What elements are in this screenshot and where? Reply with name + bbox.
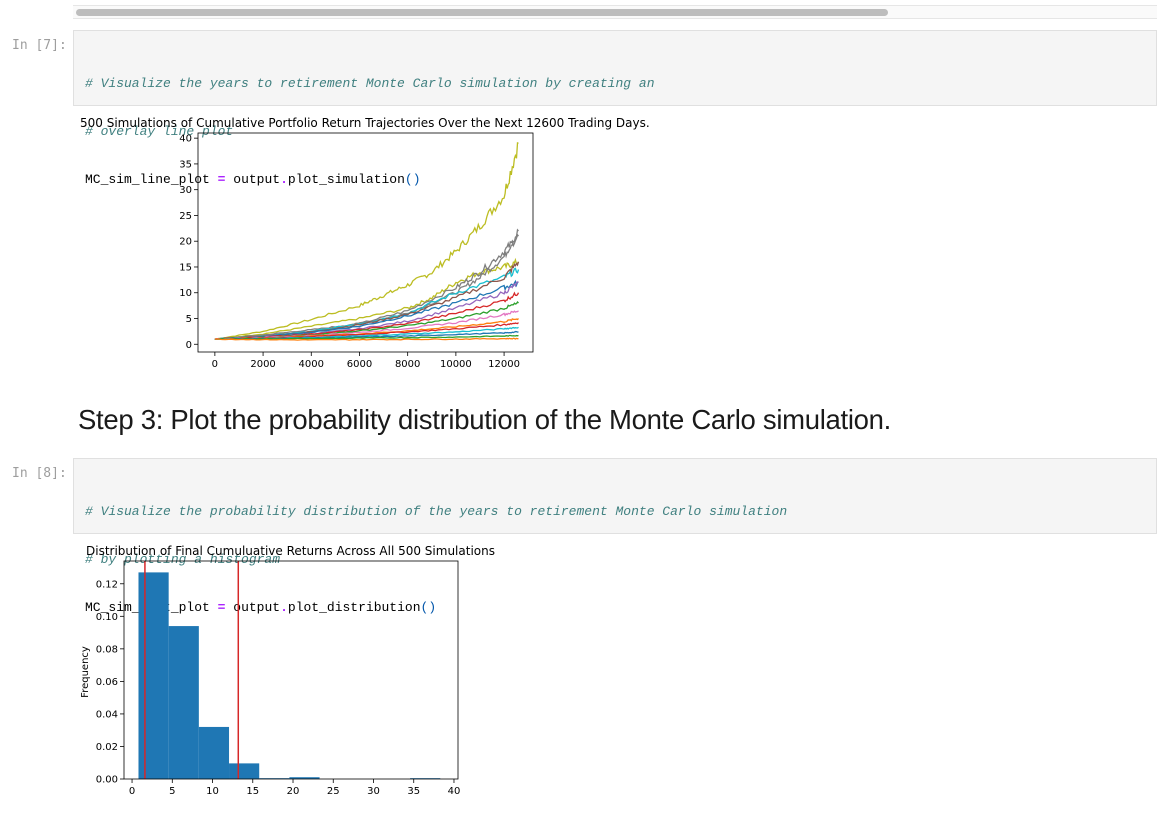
x-tick-label: 2000 bbox=[250, 359, 275, 370]
y-tick-label: 40 bbox=[179, 134, 192, 145]
simulation-line bbox=[214, 141, 519, 340]
y-tick-label: 0.08 bbox=[96, 644, 118, 655]
x-tick-label: 6000 bbox=[347, 359, 372, 370]
simulation-line bbox=[214, 228, 519, 340]
histogram-chart: 0 5 10 15 20 25 30 35 40 0.00 0.02 0.04 0.06 0.08 0.10… bbox=[80, 560, 461, 797]
x-tick-label: 4000 bbox=[299, 359, 324, 370]
y-tick-label: 0.06 bbox=[96, 677, 118, 688]
code-comment-line: # by plotting a histogram bbox=[85, 552, 281, 567]
simulation-line bbox=[214, 291, 520, 340]
line-chart-series-group bbox=[214, 141, 520, 341]
x-tick-label: 12000 bbox=[488, 359, 520, 370]
simulation-line bbox=[214, 334, 519, 341]
code-comment-line: # Visualize the probability distribution… bbox=[85, 504, 788, 519]
x-tick-label: 10000 bbox=[440, 359, 472, 370]
code-dot: . bbox=[280, 600, 288, 615]
y-tick-label: 0.02 bbox=[96, 742, 118, 753]
line-chart: 0 2000 4000 6000 8000 10000 12000 0 5 10 15 20 25 30 3… bbox=[179, 132, 534, 370]
code-object: output bbox=[233, 172, 281, 187]
x-tick-label: 30 bbox=[367, 786, 380, 797]
y-tick-label: 0.12 bbox=[96, 579, 118, 590]
simulation-line bbox=[214, 257, 520, 340]
scrollbar-thumb[interactable] bbox=[76, 9, 888, 16]
code-dot: . bbox=[280, 172, 288, 187]
code-variable: MC_sim_line_plot bbox=[85, 172, 210, 187]
histogram-bar bbox=[289, 777, 320, 779]
histogram-bar bbox=[229, 763, 260, 779]
x-tick-label: 5 bbox=[169, 786, 175, 797]
code-method: plot_distribution bbox=[287, 600, 421, 615]
code-statement: MC_sim_line_plot = output.plot_simulatio… bbox=[85, 172, 1145, 188]
code-cell-7[interactable]: # Visualize the years to retirement Mont… bbox=[73, 30, 1157, 187]
y-tick-label: 15 bbox=[179, 262, 192, 273]
code-cell-8[interactable]: # Visualize the probability distribution… bbox=[73, 458, 1157, 615]
x-tick-label: 10 bbox=[206, 786, 219, 797]
y-tick-label: 0.10 bbox=[96, 612, 118, 623]
y-tick-label: 0 bbox=[186, 340, 192, 351]
code-parens: () bbox=[404, 172, 421, 187]
histogram-axes: 0 5 10 15 20 25 30 35 40 0.00 0.02 0.04 0.06 0.08 0.10… bbox=[96, 579, 461, 797]
code-operator: = bbox=[217, 172, 226, 187]
x-tick-label: 35 bbox=[407, 786, 420, 797]
output-horizontal-scrollbar[interactable] bbox=[73, 5, 1157, 19]
y-tick-label: 5 bbox=[186, 314, 192, 325]
code-comment-line: # overlay line plot bbox=[85, 124, 234, 139]
code-operator: = bbox=[217, 600, 226, 615]
y-tick-label: 10 bbox=[179, 288, 192, 299]
histogram-bar bbox=[198, 726, 230, 779]
cell-prompt: In [7]: bbox=[12, 38, 67, 53]
line-chart-frame bbox=[197, 132, 534, 353]
code-method: plot_simulation bbox=[287, 172, 405, 187]
histogram-bars bbox=[138, 572, 441, 779]
y-tick-label: 30 bbox=[179, 185, 192, 196]
histogram-bar bbox=[168, 626, 199, 779]
histogram-percentile-lines bbox=[144, 561, 240, 779]
line-chart-axes: 0 2000 4000 6000 8000 10000 12000 0 5 10 15 20 25 30 3… bbox=[179, 134, 520, 370]
code-comment-line: # Visualize the years to retirement Mont… bbox=[85, 76, 655, 91]
y-tick-label: 25 bbox=[179, 211, 192, 222]
y-tick-label: 35 bbox=[179, 159, 192, 170]
y-tick-label: 0.00 bbox=[96, 775, 118, 786]
histogram-y-axis-label: Frequency bbox=[80, 646, 91, 698]
histogram-bar bbox=[259, 778, 290, 779]
x-tick-label: 8000 bbox=[395, 359, 420, 370]
histogram-title: Distribution of Final Cumuluative Return… bbox=[86, 544, 495, 558]
simulation-line bbox=[214, 337, 519, 341]
histogram-bar bbox=[410, 778, 441, 779]
x-tick-label: 0 bbox=[212, 359, 218, 370]
y-tick-label: 0.04 bbox=[96, 709, 118, 720]
line-chart-title: 500 Simulations of Cumulative Portfolio … bbox=[80, 116, 650, 130]
x-tick-label: 15 bbox=[246, 786, 259, 797]
histogram-frame bbox=[123, 560, 459, 780]
x-tick-label: 25 bbox=[327, 786, 340, 797]
x-tick-label: 40 bbox=[448, 786, 461, 797]
x-tick-label: 0 bbox=[129, 786, 135, 797]
y-tick-label: 20 bbox=[179, 237, 192, 248]
code-parens: () bbox=[420, 600, 437, 615]
cell-prompt: In [8]: bbox=[12, 466, 67, 481]
x-tick-label: 20 bbox=[287, 786, 300, 797]
code-object: output bbox=[233, 600, 281, 615]
markdown-heading: Step 3: Plot the probability distributio… bbox=[78, 404, 892, 435]
histogram-bar bbox=[138, 572, 169, 779]
simulation-line bbox=[214, 267, 520, 340]
